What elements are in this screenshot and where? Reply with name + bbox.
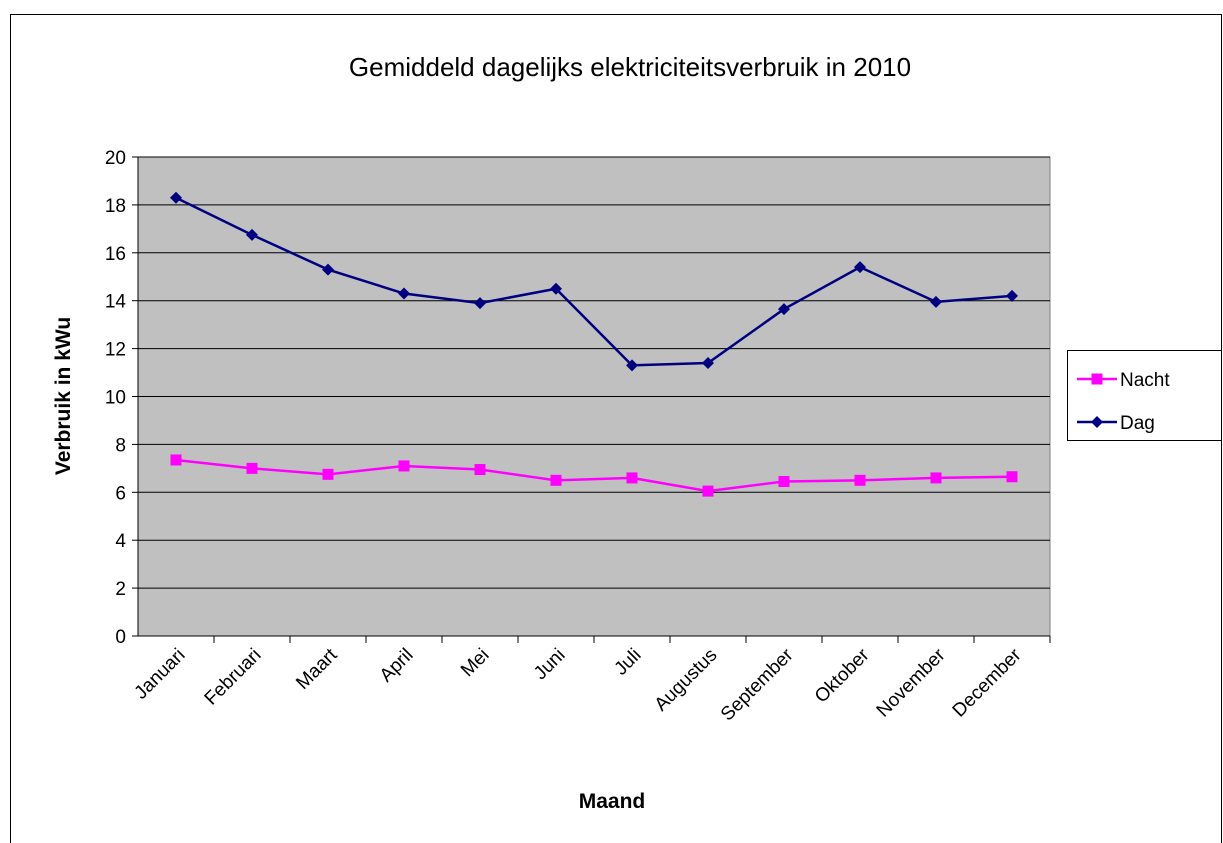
- data-point: [930, 295, 942, 308]
- y-tick-label: 16: [105, 244, 126, 265]
- legend-label: Dag: [1120, 413, 1155, 434]
- series-line: [175, 196, 1013, 367]
- data-point: [550, 474, 562, 486]
- y-axis-title: Verbruik in kWu: [52, 317, 75, 475]
- data-point: [1006, 289, 1018, 302]
- data-point: [930, 472, 942, 484]
- data-point: [246, 228, 258, 241]
- data-point: [778, 303, 790, 316]
- y-tick-label: 0: [115, 627, 126, 648]
- data-point: [702, 485, 714, 497]
- y-tick-label: 10: [105, 388, 126, 409]
- y-tick-label: 12: [105, 340, 126, 361]
- series-line: [175, 458, 1013, 493]
- data-point: [854, 474, 866, 486]
- data-point: [854, 261, 866, 274]
- y-tick-label: 4: [115, 531, 126, 552]
- legend-marker: [1091, 373, 1103, 385]
- data-point: [474, 464, 486, 476]
- y-tick-label: 2: [115, 579, 126, 600]
- data-point: [246, 462, 258, 474]
- legend-box: [1067, 350, 1222, 441]
- data-point: [322, 468, 334, 480]
- y-tick-label: 20: [105, 148, 126, 169]
- y-tick-label: 8: [115, 435, 126, 456]
- chart-title: Gemiddeld dagelijks elektriciteitsverbru…: [349, 52, 911, 82]
- y-tick-label: 6: [115, 483, 126, 504]
- data-point: [322, 263, 334, 276]
- y-tick-label: 14: [105, 292, 127, 313]
- data-point: [550, 282, 562, 295]
- data-point: [626, 359, 638, 372]
- data-point: [170, 454, 182, 466]
- y-tick-label: 18: [105, 196, 126, 217]
- data-point: [170, 191, 182, 204]
- data-point: [474, 297, 486, 310]
- data-point: [1006, 471, 1018, 483]
- data-point: [398, 460, 410, 472]
- data-point: [626, 472, 638, 484]
- legend-label: Nacht: [1120, 370, 1170, 391]
- x-axis-title: Maand: [579, 790, 646, 813]
- data-point: [398, 287, 410, 300]
- legend-marker: [1091, 416, 1103, 428]
- data-point: [778, 476, 790, 488]
- data-point: [702, 356, 714, 369]
